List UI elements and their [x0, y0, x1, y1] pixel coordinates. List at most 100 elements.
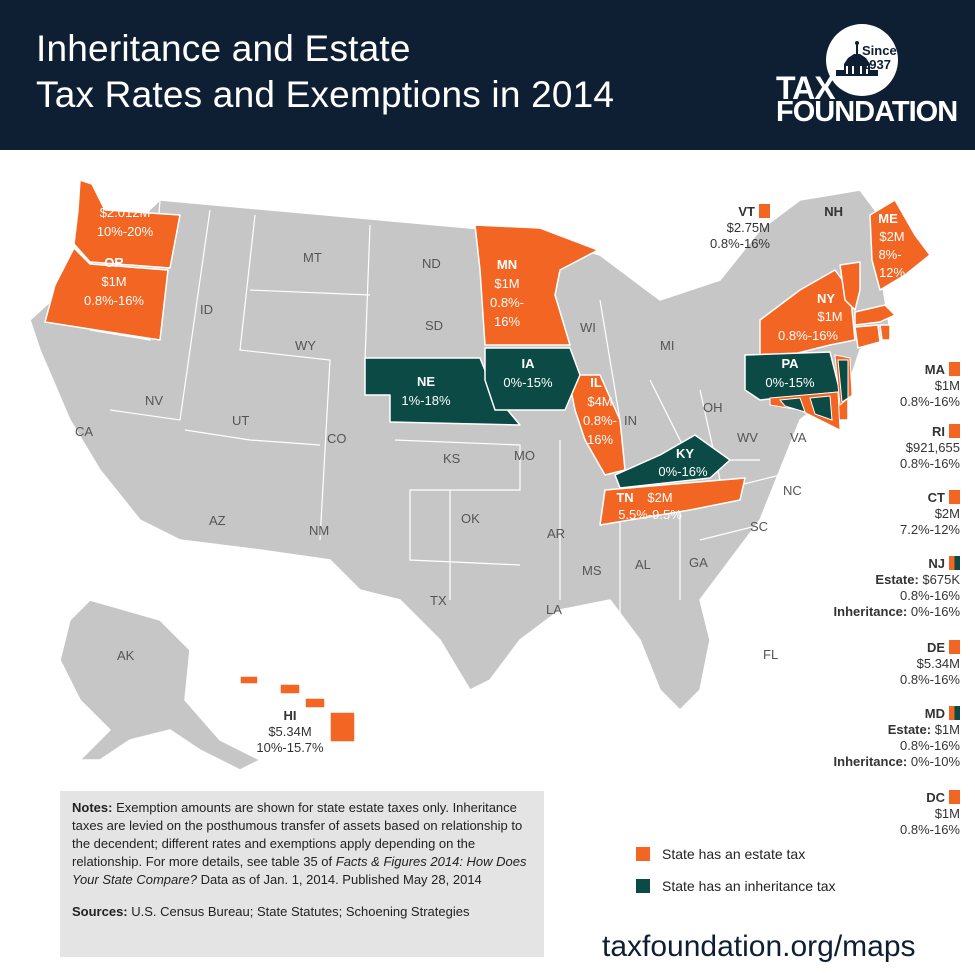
label-me: ME [878, 211, 898, 226]
label-ma-block: MA $1M 0.8%-16% [860, 362, 960, 410]
label-ky: KY [676, 446, 694, 461]
label-nh-block: NH [800, 204, 858, 220]
label-mn-rate-1: 0.8%- [490, 295, 524, 310]
label-ne-rate: 1%-18% [401, 393, 451, 408]
inheritance-swatch-icon [636, 879, 650, 893]
label-ia: IA [522, 356, 536, 371]
label-mn-rate-2: 16% [494, 314, 520, 329]
label-ca: CA [75, 424, 93, 439]
label-or-exemption: $1M [101, 274, 126, 289]
estate-swatch-icon [949, 424, 960, 438]
label-ut: UT [232, 413, 249, 428]
label-nd: ND [422, 256, 441, 271]
label-nj-inheritance-rate: 0%-16% [910, 604, 960, 619]
label-ky-rate: 0%-16% [658, 464, 708, 479]
label-mt: MT [303, 250, 322, 265]
label-mo: MO [514, 448, 535, 463]
label-nh: NH [824, 204, 843, 219]
label-md-estate-rate: 0.8%-16% [900, 738, 960, 753]
alaska-shape [59, 599, 261, 771]
label-sd: SD [425, 318, 443, 333]
label-in: IN [624, 413, 637, 428]
label-me-rate-2: 12% [879, 265, 905, 280]
label-wv: WV [737, 430, 758, 445]
estate-swatch-icon [949, 490, 960, 504]
label-pa: PA [781, 356, 799, 371]
tax-foundation-logo: Since 1937 TAX FOUNDATION [776, 24, 958, 134]
label-or: OR [104, 255, 124, 270]
label-il-rate-1: 0.8%- [583, 413, 617, 428]
label-tn-exemption: $2M [647, 490, 672, 505]
estate-swatch-icon [636, 847, 650, 861]
sources-label: Sources: [72, 904, 128, 919]
label-de-exemption: $5.34M [916, 656, 960, 671]
state-il [567, 374, 626, 476]
state-or [44, 247, 169, 341]
neither-swatch-icon [847, 204, 858, 218]
label-oh: OH [703, 400, 723, 415]
label-ny: NY [817, 291, 835, 306]
label-ri-exemption: $921,655 [905, 440, 960, 455]
label-nj-estate-rate: 0.8%-16% [900, 588, 960, 603]
label-vt: VT [738, 204, 755, 219]
notes-box: Notes: Exemption amounts are shown for s… [60, 791, 544, 957]
label-al: AL [635, 557, 651, 572]
estate-swatch-icon [949, 640, 960, 654]
label-md-estate-label: Estate: [887, 722, 932, 737]
state-ky [614, 434, 731, 489]
label-md-block: MD Estate: $1M 0.8%-16% Inheritance: 0%-… [790, 706, 960, 770]
label-il-exemption: $4M [587, 394, 612, 409]
label-dc-block: DC $1M 0.8%-16% [860, 790, 960, 838]
label-ri-block: RI $921,655 0.8%-16% [840, 424, 960, 472]
label-hi: HI [283, 708, 297, 723]
label-ny-rate: 0.8%-16% [778, 328, 838, 343]
label-vt-block: VT $2.75M 0.8%-16% [680, 204, 770, 252]
logo-tax-text: TAX [776, 70, 836, 106]
label-ma-rate: 0.8%-16% [900, 394, 960, 409]
label-me-exemption: $2M [879, 229, 904, 244]
label-dc-exemption: $1M [934, 806, 960, 821]
legend-item-estate: State has an estate tax [636, 846, 836, 878]
label-nv: NV [145, 393, 163, 408]
label-mn-exemption: $1M [494, 276, 519, 291]
label-dc-rate: 0.8%-16% [900, 822, 960, 837]
estate-inheritance-swatch-icon [949, 706, 960, 720]
label-wa: WA [115, 186, 137, 201]
label-ma: MA [924, 362, 945, 377]
header-banner: Inheritance and Estate Tax Rates and Exe… [0, 0, 975, 150]
label-ga: GA [689, 555, 708, 570]
label-md-inheritance-label: Inheritance: [833, 754, 908, 769]
state-ri [879, 324, 891, 341]
label-ny-exemption: $1M [817, 309, 842, 324]
label-il: IL [590, 375, 602, 390]
label-hi-block: HI $5.34M 10%-15.7% [250, 708, 330, 756]
label-il-rate-2: 16% [587, 432, 613, 447]
title-line-1: Inheritance and Estate [36, 28, 411, 69]
state-ne [364, 357, 521, 426]
state-tn [599, 477, 746, 526]
label-sc: SC [750, 519, 768, 534]
label-ak: AK [117, 648, 135, 663]
label-fl: FL [763, 647, 778, 662]
label-id: ID [200, 302, 213, 317]
source-url[interactable]: taxfoundation.org/maps [602, 930, 916, 963]
label-nj-estate: $675K [922, 572, 960, 587]
label-de: DE [926, 640, 945, 655]
label-ct-rate: 7.2%-12% [900, 522, 960, 537]
label-de-block: DE $5.34M 0.8%-16% [860, 640, 960, 688]
label-nj-estate-label: Estate: [875, 572, 919, 587]
legend-item-inheritance: State has an inheritance tax [636, 878, 836, 910]
label-mn: MN [497, 257, 517, 272]
label-wy: WY [295, 338, 316, 353]
label-la: LA [546, 602, 562, 617]
label-md-estate: $1M [934, 722, 960, 737]
label-nj: NJ [928, 556, 945, 571]
sources-text: Sources: U.S. Census Bureau; State Statu… [72, 904, 470, 919]
estate-swatch-icon [759, 204, 770, 218]
label-wa-rate: 10%-20% [97, 224, 154, 239]
label-vt-rate: 0.8%-16% [710, 236, 770, 251]
state-ia [484, 347, 581, 411]
state-hi [239, 675, 356, 743]
title-line-2: Tax Rates and Exemptions in 2014 [36, 74, 615, 115]
label-ks: KS [443, 451, 461, 466]
